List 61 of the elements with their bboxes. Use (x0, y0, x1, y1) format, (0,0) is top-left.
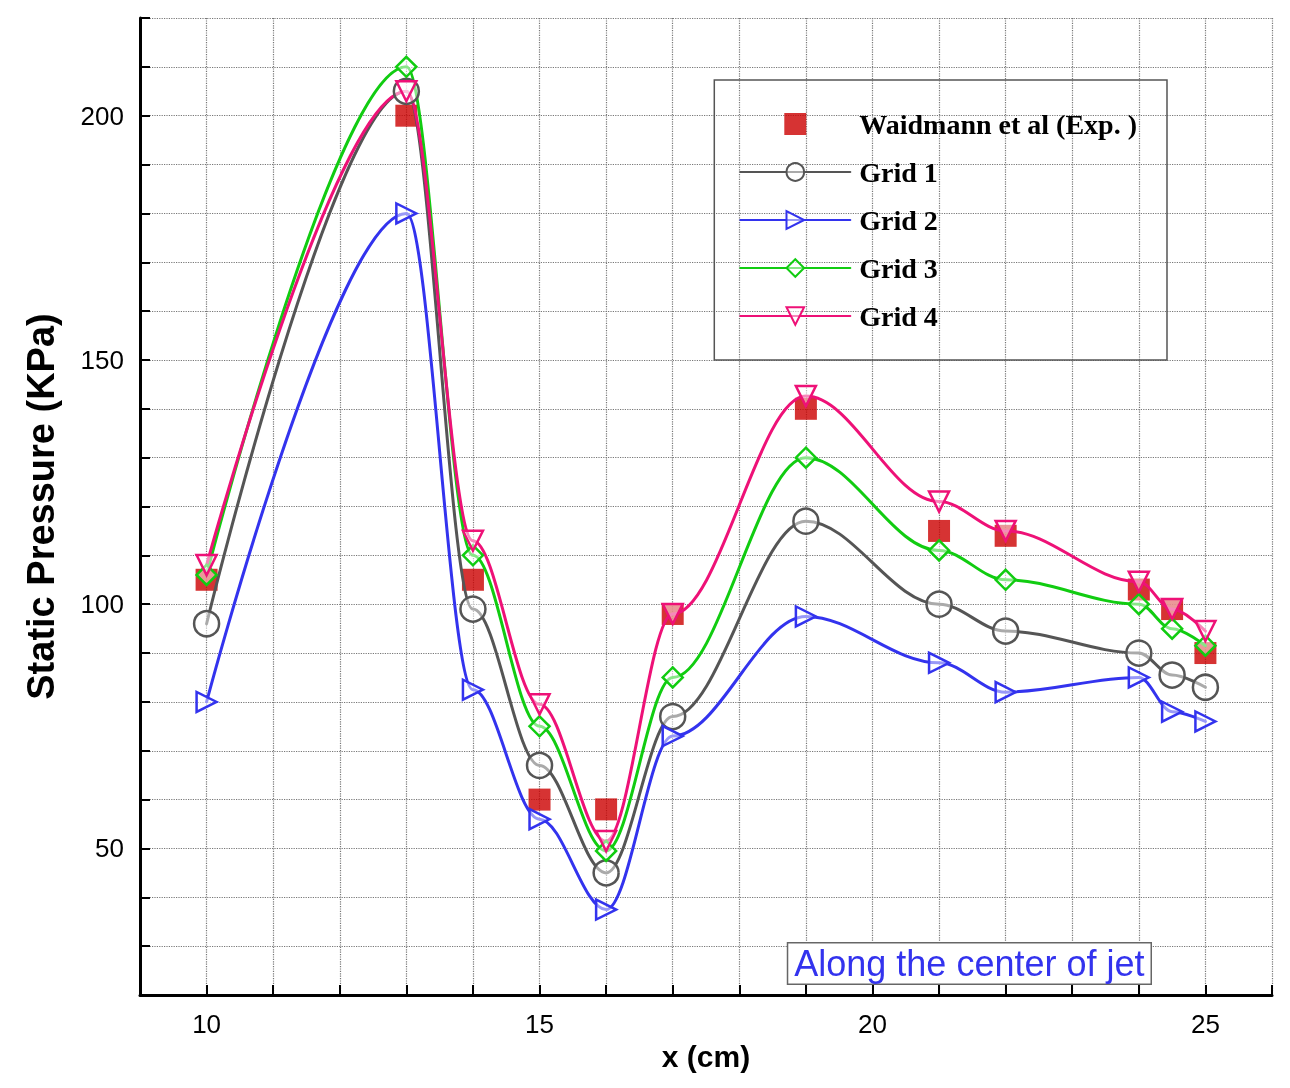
x-axis-title: x (cm) (661, 1040, 751, 1074)
point (528, 788, 551, 811)
point (927, 539, 951, 562)
point (994, 568, 1017, 592)
point (195, 690, 218, 714)
point (595, 798, 618, 821)
point (1127, 570, 1151, 593)
y-tick-label: 100 (80, 589, 124, 620)
legend-label: Grid 2 (859, 204, 938, 236)
point (461, 678, 485, 701)
legend-label: Waidmann et al (Exp. ) (859, 108, 1137, 140)
y-axis-title: Static Pressure (KPa) (20, 313, 62, 700)
point (461, 529, 485, 552)
point (1127, 592, 1151, 616)
legend-label: Grid 1 (859, 156, 938, 188)
point (927, 651, 951, 675)
point (395, 55, 418, 79)
point (794, 384, 818, 408)
point (195, 553, 218, 577)
point (528, 807, 551, 831)
x-tick-label: 10 (192, 1009, 222, 1039)
point (1127, 666, 1151, 689)
point (1160, 617, 1184, 640)
point (459, 595, 487, 623)
point (928, 519, 951, 542)
point (1194, 619, 1217, 643)
x-tick-label: 25 (1190, 1009, 1220, 1039)
point (794, 446, 818, 469)
point (794, 605, 818, 628)
point (994, 680, 1017, 704)
point (192, 610, 221, 638)
point (661, 666, 684, 689)
point (925, 590, 953, 618)
point (794, 397, 817, 420)
point (1194, 642, 1217, 665)
x-tick-label: 20 (858, 1009, 887, 1039)
point (525, 751, 554, 780)
point (594, 898, 618, 921)
point (792, 507, 820, 535)
point (661, 724, 684, 748)
x-tick-label: 15 (525, 1009, 554, 1039)
point (592, 859, 620, 887)
point (528, 715, 551, 738)
point (395, 202, 418, 225)
y-tick-label: 50 (95, 833, 124, 864)
point (991, 617, 1020, 645)
point (1160, 700, 1184, 723)
point (1158, 661, 1186, 689)
annotation: Along the center of jet (794, 943, 1145, 984)
y-tick-label: 200 (80, 100, 124, 131)
point (994, 519, 1017, 543)
point (658, 702, 687, 731)
point (1125, 639, 1153, 667)
point (1191, 673, 1220, 701)
legend-label: Grid 4 (859, 300, 938, 332)
point (1194, 710, 1217, 733)
point (594, 829, 618, 853)
point (927, 490, 951, 513)
legend-label: Grid 3 (859, 252, 938, 284)
y-tick-label: 150 (80, 344, 124, 375)
point (528, 693, 551, 716)
